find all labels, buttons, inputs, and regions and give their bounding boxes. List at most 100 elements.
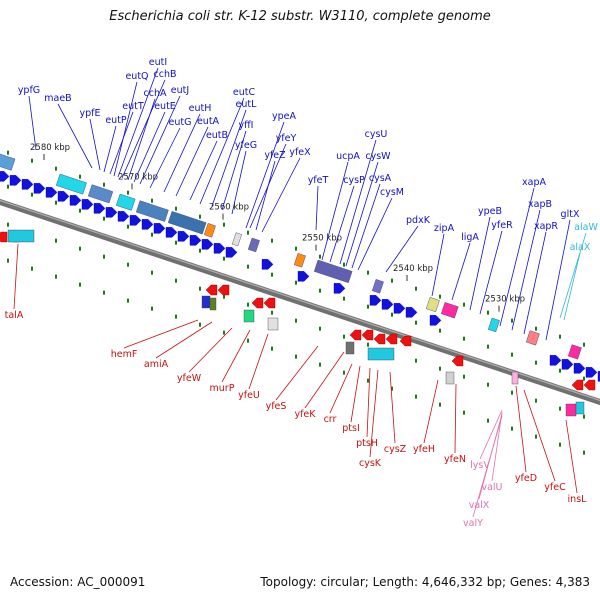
rrna-gene-label: alaX — [570, 242, 591, 253]
forward-gene-label: xapR — [534, 221, 558, 232]
forward-gene-arrow — [201, 239, 214, 250]
forward-gene-label: cchA — [144, 88, 167, 99]
reverse-gene-label-leader — [248, 333, 269, 390]
forward-gene-label-leader — [89, 118, 101, 171]
reverse-gene-arrow — [251, 297, 264, 309]
forward-gene-arrow — [57, 191, 70, 202]
forward-gene-label-leader — [255, 160, 276, 231]
forward-gene-label: ypeA — [272, 111, 296, 122]
reverse-gene-box — [445, 371, 455, 385]
forward-gene-label-leader — [339, 139, 377, 265]
forward-gene-label-leader — [221, 130, 247, 211]
reverse-gene-arrow — [263, 297, 276, 309]
forward-gene-label-leader — [121, 79, 166, 179]
trna-gene-label: lysV — [470, 460, 490, 471]
reverse-gene-box — [345, 341, 355, 355]
forward-gene-arrow — [21, 179, 34, 190]
trna-gene-label: valX — [469, 500, 490, 511]
reverse-gene-label-leader — [304, 351, 345, 409]
forward-gene-label: yfeZ — [264, 150, 286, 161]
forward-gene-label: eutC — [233, 87, 256, 98]
forward-gene-box — [425, 297, 440, 313]
forward-gene-label: eutL — [236, 99, 258, 110]
forward-gene-box — [231, 232, 242, 247]
reverse-gene-label: yfeD — [515, 473, 537, 484]
reverse-gene-label-leader — [454, 383, 457, 454]
reverse-gene-label-leader — [515, 385, 527, 473]
reverse-gene-box — [367, 347, 395, 361]
forward-gene-label-leader — [499, 187, 535, 327]
genome-backbone — [0, 198, 600, 406]
forward-gene-label-leader — [261, 157, 301, 233]
reverse-gene-label: ptsI — [342, 423, 360, 434]
accession-label: Accession: AC_000091 — [10, 575, 146, 589]
forward-gene-label: maeB — [44, 93, 71, 104]
reverse-gene-label: hemF — [111, 349, 138, 360]
forward-gene-arrow — [33, 183, 46, 194]
forward-gene-arrow — [81, 199, 94, 210]
reverse-gene-label: yfeK — [294, 409, 316, 420]
forward-gene-box — [293, 253, 306, 268]
reverse-gene-arrow — [0, 231, 8, 243]
reverse-gene-arrow — [571, 379, 584, 391]
trna-gene-label: valU — [481, 482, 502, 493]
forward-gene-box — [135, 200, 169, 222]
forward-gene-label: yfeR — [491, 220, 513, 231]
forward-gene-box — [525, 330, 540, 346]
forward-gene-label: ucpA — [336, 151, 360, 162]
reverse-gene-label: yfeW — [177, 373, 202, 384]
forward-gene-label: ligA — [461, 232, 479, 243]
reverse-gene-label: crr — [324, 414, 337, 425]
reverse-gene-label: ptsH — [356, 438, 378, 449]
forward-gene-label-leader — [231, 150, 247, 215]
forward-gene-box — [487, 317, 500, 333]
reverse-gene-box — [575, 401, 585, 415]
rrna-gene-label-leader — [559, 232, 587, 319]
reverse-gene-box — [267, 317, 279, 331]
forward-gene-arrow — [561, 359, 574, 370]
reverse-gene-label-leader — [366, 367, 371, 438]
reverse-gene-label: yfeH — [413, 444, 435, 455]
reverse-gene-box — [243, 309, 255, 323]
forward-gene-label-leader — [103, 125, 117, 173]
forward-gene-arrow — [429, 315, 442, 326]
forward-gene-label-leader — [321, 161, 349, 261]
scale-tick-label: 2530 kbp — [485, 295, 525, 305]
forward-gene-label: cysP — [343, 175, 365, 186]
trna-gene-label: valY — [463, 518, 483, 529]
reverse-gene-label-leader — [221, 329, 251, 383]
forward-gene-arrow — [225, 247, 238, 258]
forward-gene-label: gltX — [561, 209, 580, 220]
scale-tick-label: 2580 kbp — [30, 143, 70, 153]
forward-gene-box — [371, 279, 384, 294]
forward-gene-box — [115, 193, 136, 211]
rrna-gene-label-leader — [563, 252, 581, 321]
forward-gene-label: eutT — [122, 101, 144, 112]
forward-gene-label-leader — [431, 233, 445, 297]
forward-gene-label: yfeG — [235, 140, 257, 151]
reverse-gene-label-leader — [369, 369, 379, 458]
forward-gene-box — [203, 223, 216, 238]
forward-gene-arrow — [117, 211, 130, 222]
reverse-gene-box — [511, 371, 519, 385]
forward-gene-box — [247, 237, 260, 253]
forward-gene-label-leader — [385, 225, 419, 273]
forward-gene-box — [567, 344, 582, 360]
forward-gene-label-leader — [113, 81, 138, 177]
reverse-gene-label-leader — [155, 321, 213, 359]
forward-gene-arrow — [105, 207, 118, 218]
rrna-gene-label: alaW — [574, 222, 598, 233]
forward-gene-label: eutJ — [171, 85, 189, 96]
forward-gene-arrow — [297, 271, 310, 282]
forward-gene-label-leader — [545, 219, 571, 341]
reverse-gene-arrow — [205, 284, 218, 296]
forward-gene-arrow — [129, 215, 142, 226]
forward-gene-label-leader — [357, 197, 393, 271]
forward-gene-arrow — [573, 363, 586, 374]
reverse-gene-label-leader — [565, 419, 578, 494]
forward-gene-label: eutH — [189, 103, 212, 114]
forward-gene-arrow — [189, 235, 202, 246]
reverse-gene-label: talA — [5, 310, 24, 321]
reverse-gene-label-leader — [123, 319, 199, 349]
scale-tick-label: 2570 kbp — [118, 172, 158, 182]
